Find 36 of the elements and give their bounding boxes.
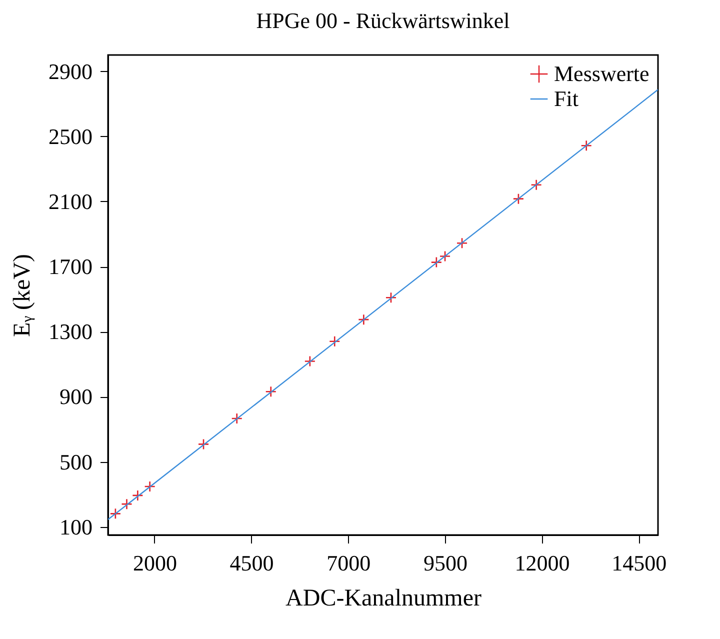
point [231, 412, 243, 424]
point [439, 250, 451, 262]
y-axis-title: Eᵧ (keV) [10, 254, 36, 337]
point [430, 256, 442, 268]
point [265, 386, 277, 398]
point [144, 480, 156, 492]
y-tick-label: 500 [60, 449, 92, 474]
point [198, 438, 210, 450]
y-tick-label: 2900 [48, 58, 92, 84]
point [132, 490, 144, 502]
y-tick-label: 2100 [48, 188, 92, 214]
y-tick-label: 2500 [48, 124, 92, 149]
x-tick-label: 7000 [326, 550, 371, 576]
point [580, 140, 592, 152]
x-tick-label: 14500 [612, 550, 667, 576]
point [358, 314, 370, 326]
legend-label: Fit [554, 86, 578, 111]
point [385, 292, 397, 304]
point [456, 237, 468, 249]
point [512, 193, 524, 204]
x-tick-label: 2000 [132, 550, 177, 576]
x-tick-label: 4500 [230, 550, 274, 576]
y-tick-label: 900 [60, 384, 92, 410]
y-tick-label: 1300 [48, 319, 92, 344]
point [121, 498, 132, 510]
x-axis-title: ADC-Kanalnummer [286, 586, 482, 612]
y-tick-label: 1700 [48, 254, 92, 280]
legend-label: Messwerte [554, 61, 650, 86]
y-tick-label: 100 [60, 514, 92, 540]
chart-title: HPGe 00 - Rückwärtswinkel [256, 8, 510, 33]
point [530, 179, 542, 190]
point [328, 336, 340, 348]
point [304, 356, 316, 367]
point [110, 508, 122, 520]
x-tick-label: 9500 [423, 550, 468, 576]
x-tick-label: 12000 [514, 550, 570, 576]
